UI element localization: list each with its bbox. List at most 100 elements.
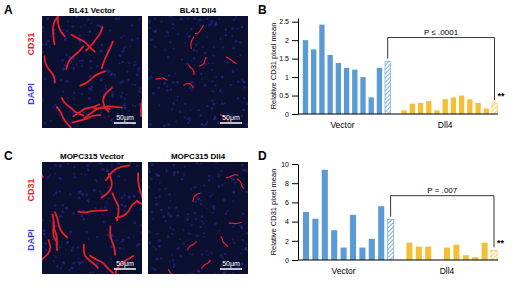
- nucleus: [198, 270, 201, 273]
- nucleus: [138, 90, 140, 92]
- nucleus: [176, 99, 178, 101]
- nucleus: [121, 196, 124, 199]
- nucleus: [219, 255, 221, 257]
- tick-label: 6: [285, 199, 289, 206]
- nucleus: [88, 238, 90, 240]
- nucleus: [133, 195, 136, 198]
- vessel: [191, 37, 194, 48]
- nucleus: [42, 47, 44, 49]
- nucleus: [59, 164, 62, 167]
- bar: [463, 255, 469, 260]
- y-axis: 0246810: [281, 161, 298, 264]
- nucleus: [159, 189, 161, 191]
- nucleus: [232, 70, 234, 72]
- nucleus: [241, 115, 243, 117]
- nucleus: [246, 243, 248, 245]
- nucleus: [69, 269, 71, 271]
- nucleus: [45, 250, 47, 252]
- nucleus: [155, 197, 157, 199]
- nucleus: [245, 123, 248, 126]
- bar: [378, 206, 384, 260]
- bracket: [391, 196, 494, 248]
- nucleus: [222, 257, 224, 259]
- nucleus: [171, 233, 173, 235]
- nucleus: [72, 25, 75, 28]
- nucleus: [93, 189, 96, 192]
- nucleus: [207, 254, 209, 256]
- nucleus: [171, 22, 174, 25]
- nucleus: [101, 44, 103, 46]
- nucleus: [202, 223, 204, 225]
- nucleus: [183, 173, 185, 175]
- nucleus: [77, 125, 79, 127]
- nucleus: [201, 78, 203, 80]
- nucleus: [132, 83, 134, 85]
- nucleus: [121, 80, 124, 83]
- nucleus: [100, 208, 102, 210]
- tick-mark: [292, 202, 298, 203]
- panel-letter: B: [258, 3, 267, 17]
- nucleus: [172, 229, 174, 231]
- nucleus: [156, 233, 158, 235]
- tick-mark: [292, 164, 298, 165]
- nucleus: [235, 16, 237, 18]
- tick-label: 10: [281, 161, 289, 168]
- vessel: [72, 35, 95, 52]
- nucleus: [239, 54, 241, 56]
- group-label: Dll4: [440, 266, 455, 276]
- nucleus: [234, 182, 236, 184]
- nucleus: [123, 201, 125, 203]
- nucleus: [206, 105, 209, 108]
- nucleus: [224, 253, 226, 255]
- nucleus: [222, 46, 225, 49]
- nucleus: [188, 35, 191, 38]
- nucleus: [163, 82, 166, 85]
- nucleus: [149, 123, 152, 126]
- vessel: [184, 83, 193, 87]
- nucleus: [221, 254, 223, 256]
- nucleus: [47, 40, 50, 43]
- nucleus: [167, 123, 170, 126]
- nucleus: [238, 231, 240, 233]
- nucleus: [177, 247, 180, 250]
- nucleus: [45, 249, 47, 251]
- nucleus: [106, 201, 108, 203]
- nucleus: [86, 164, 89, 167]
- nucleus: [232, 239, 234, 241]
- nucleus: [203, 236, 205, 238]
- nucleus: [242, 79, 244, 81]
- nucleus: [169, 261, 171, 263]
- nucleus: [232, 191, 234, 193]
- bar: [475, 103, 480, 114]
- nucleus: [132, 104, 134, 106]
- scale-bar-label: 50μm: [116, 114, 134, 122]
- tick-mark: [292, 222, 298, 223]
- nucleus: [167, 35, 169, 37]
- nucleus: [80, 190, 82, 192]
- nucleus: [172, 259, 174, 261]
- nucleus: [135, 105, 137, 107]
- bar: [482, 243, 488, 260]
- bar: [444, 248, 450, 260]
- nucleus: [110, 257, 112, 259]
- nucleus: [232, 191, 235, 194]
- nucleus: [188, 117, 191, 120]
- tick-label: 1: [285, 74, 289, 81]
- image-label: BL41 Vector: [69, 6, 115, 15]
- tick-mark: [292, 114, 298, 115]
- nucleus: [61, 29, 63, 31]
- nucleus: [246, 232, 248, 235]
- nucleus: [243, 97, 245, 99]
- nucleus: [106, 169, 109, 172]
- scale-bar: [220, 122, 242, 124]
- nucleus: [243, 86, 246, 89]
- vessels: [42, 16, 142, 128]
- nucleus: [119, 54, 122, 57]
- vessel: [137, 201, 142, 219]
- nucleus: [213, 46, 216, 49]
- bars: [303, 170, 497, 260]
- nucleus: [237, 80, 240, 83]
- nucleus: [192, 254, 194, 256]
- nucleus: [223, 272, 226, 274]
- nucleus: [63, 262, 65, 264]
